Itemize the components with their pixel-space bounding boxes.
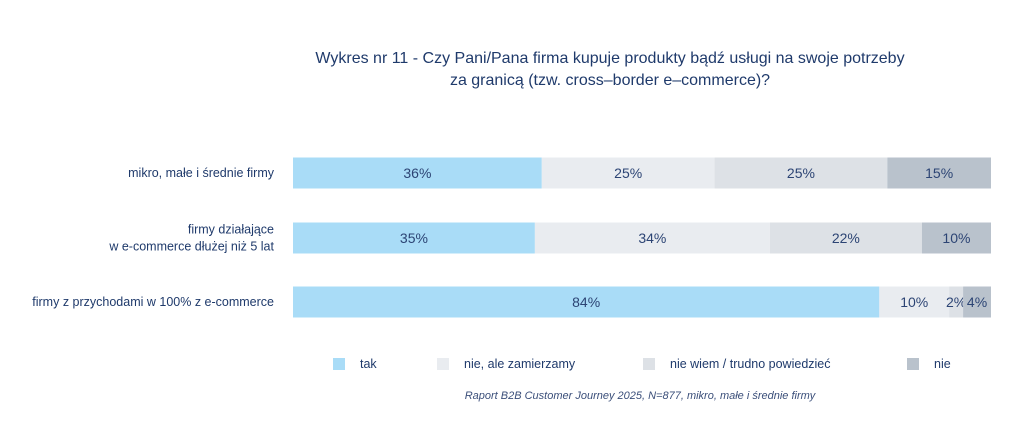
- data-label-2-3: 22%: [832, 230, 860, 246]
- data-label-3-1: 84%: [572, 294, 600, 310]
- bar-segment-1-2: [541, 157, 715, 189]
- data-label-1-1: 36%: [403, 165, 431, 181]
- chart-title-line-2: za granicą (tzw. cross–border e–commerce…: [449, 72, 771, 89]
- bar-segment-3-1: [293, 286, 880, 318]
- category-label-1: mikro, małe i średnie firmy: [128, 166, 275, 180]
- legend-swatch-1: [333, 358, 345, 370]
- bar-segment-1-1: [293, 157, 542, 189]
- source-note: Raport B2B Customer Journey 2025, N=877,…: [464, 390, 816, 402]
- category-label-2-line-2: w e-commerce dłużej niż 5 lat: [108, 240, 274, 254]
- legend-label-3: nie wiem / trudno powiedzieć: [670, 357, 831, 371]
- legend-label-2: nie, ale zamierzamy: [464, 357, 576, 371]
- data-label-2-1: 35%: [400, 230, 428, 246]
- bar-segment-2-1: [293, 222, 535, 254]
- data-label-1-4: 15%: [925, 165, 953, 181]
- category-label-2-line-1: firmy działające: [188, 223, 274, 237]
- bar-segment-2-4: [921, 222, 991, 254]
- bar-segment-2-3: [769, 222, 922, 254]
- data-label-3-3: 2%: [946, 294, 966, 310]
- data-label-1-2: 25%: [614, 165, 642, 181]
- legend-swatch-4: [907, 358, 919, 370]
- chart-title: Wykres nr 11 - Czy Pani/Pana firma kupuj…: [250, 48, 970, 92]
- data-label-3-4: 4%: [967, 294, 987, 310]
- bar-segment-3-2: [879, 286, 950, 318]
- bar-segment-1-3: [714, 157, 888, 189]
- data-label-2-4: 10%: [942, 230, 970, 246]
- category-label-3: firmy z przychodami w 100% z e-commerce: [32, 295, 274, 309]
- bar-segment-3-3: [949, 286, 964, 318]
- bar-segment-2-2: [534, 222, 770, 254]
- chart-title-line-1: Wykres nr 11 - Czy Pani/Pana firma kupuj…: [315, 50, 905, 67]
- bar-segment-1-4: [887, 157, 991, 189]
- data-label-1-3: 25%: [787, 165, 815, 181]
- legend-label-4: nie: [934, 357, 951, 371]
- data-label-2-2: 34%: [638, 230, 666, 246]
- legend-swatch-3: [643, 358, 655, 370]
- data-label-3-2: 10%: [900, 294, 928, 310]
- legend-label-1: tak: [360, 357, 377, 371]
- legend-swatch-2: [437, 358, 449, 370]
- bar-segment-3-4: [963, 286, 991, 318]
